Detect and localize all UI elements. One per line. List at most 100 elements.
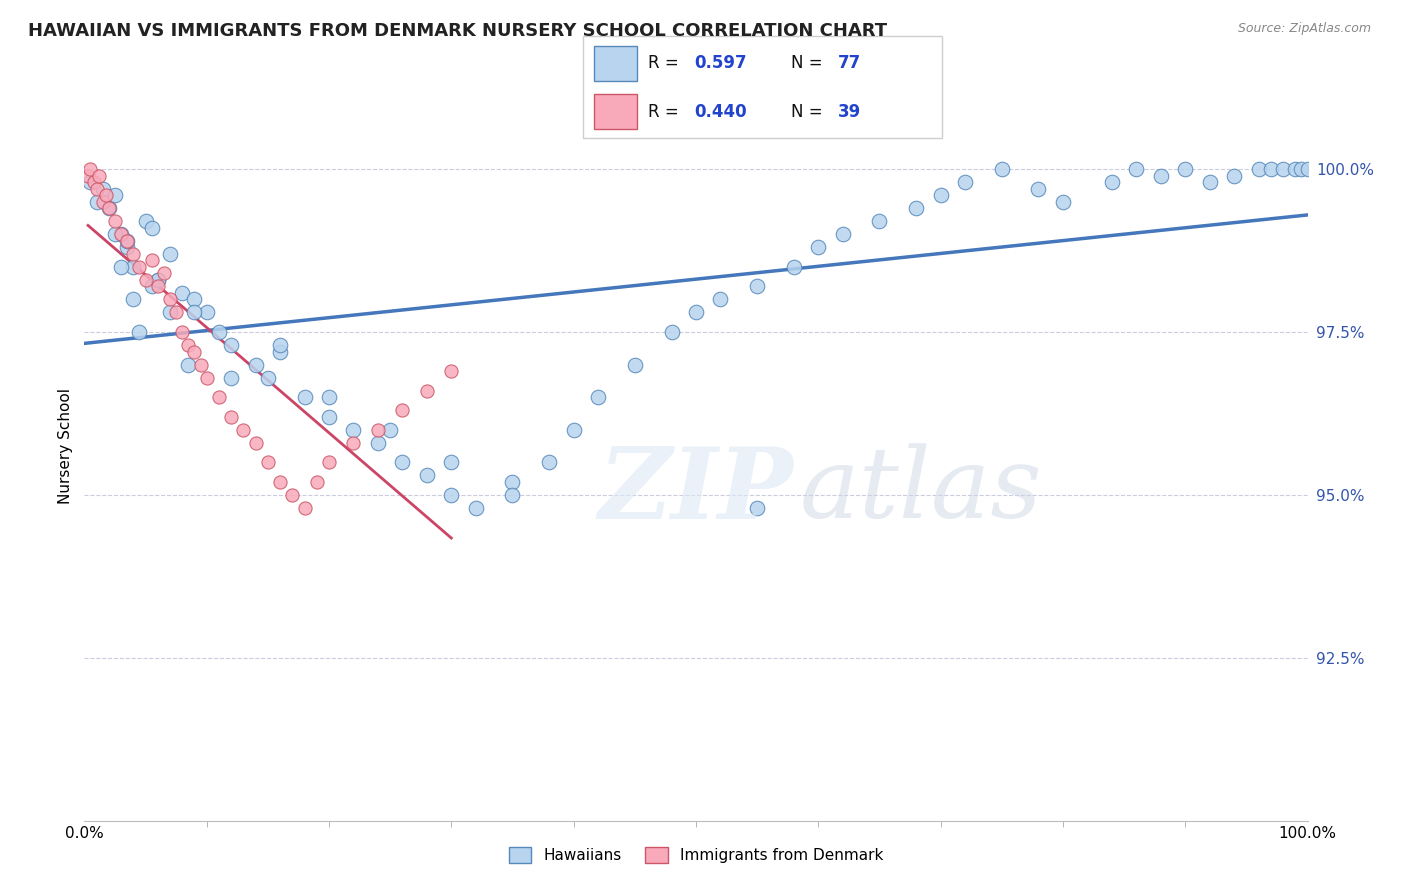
Point — [122, 260, 145, 274]
Point — [159, 305, 181, 319]
Point — [135, 214, 157, 228]
Point — [115, 234, 138, 248]
Point — [318, 455, 340, 469]
Point — [305, 475, 328, 489]
Point — [86, 181, 108, 195]
Point — [104, 214, 127, 228]
Text: R =: R = — [648, 54, 685, 72]
Text: N =: N = — [792, 103, 828, 120]
Legend: Hawaiians, Immigrants from Denmark: Hawaiians, Immigrants from Denmark — [502, 841, 890, 869]
Point — [146, 279, 169, 293]
Point — [562, 423, 585, 437]
Point — [96, 188, 118, 202]
FancyBboxPatch shape — [595, 46, 637, 81]
Point — [416, 384, 439, 398]
Point — [115, 234, 138, 248]
Point — [1260, 162, 1282, 177]
Point — [464, 500, 486, 515]
Point — [367, 423, 389, 437]
Point — [232, 423, 254, 437]
Point — [624, 358, 647, 372]
Point — [219, 370, 242, 384]
Point — [195, 305, 218, 319]
Point — [1284, 162, 1306, 177]
Point — [831, 227, 853, 242]
Point — [195, 370, 218, 384]
Text: 39: 39 — [838, 103, 862, 120]
Point — [183, 344, 205, 359]
Point — [1272, 162, 1295, 177]
Point — [122, 247, 145, 261]
Point — [318, 409, 340, 424]
Point — [747, 500, 769, 515]
Point — [245, 358, 267, 372]
Point — [110, 260, 132, 274]
Point — [502, 488, 524, 502]
Point — [83, 175, 105, 189]
Point — [219, 409, 242, 424]
Point — [257, 455, 280, 469]
Point — [294, 500, 316, 515]
Point — [1150, 169, 1173, 183]
Point — [269, 344, 291, 359]
Point — [91, 181, 114, 195]
Point — [159, 247, 181, 261]
Point — [177, 358, 200, 372]
Text: 77: 77 — [838, 54, 862, 72]
Point — [294, 390, 316, 404]
Point — [502, 475, 524, 489]
Point — [1125, 162, 1147, 177]
Point — [97, 201, 120, 215]
Point — [97, 201, 120, 215]
Point — [391, 455, 413, 469]
Point — [86, 194, 108, 209]
Point — [159, 293, 181, 307]
Point — [1247, 162, 1270, 177]
Point — [416, 468, 439, 483]
Point — [165, 305, 187, 319]
Point — [208, 390, 231, 404]
Point — [146, 273, 169, 287]
Point — [104, 227, 127, 242]
Point — [281, 488, 304, 502]
Point — [685, 305, 707, 319]
FancyBboxPatch shape — [583, 36, 942, 138]
Point — [747, 279, 769, 293]
Point — [991, 162, 1014, 177]
Point — [183, 293, 205, 307]
Point — [440, 455, 463, 469]
FancyBboxPatch shape — [595, 95, 637, 129]
Point — [1052, 194, 1074, 209]
Point — [953, 175, 976, 189]
Point — [1174, 162, 1197, 177]
Text: atlas: atlas — [800, 443, 1043, 539]
Point — [135, 273, 157, 287]
Point — [269, 338, 291, 352]
Point — [153, 266, 176, 280]
Point — [177, 338, 200, 352]
Point — [586, 390, 609, 404]
Point — [1223, 169, 1246, 183]
Point — [929, 188, 952, 202]
Point — [110, 227, 132, 242]
Point — [141, 220, 163, 235]
Point — [1101, 175, 1123, 189]
Point — [245, 435, 267, 450]
Text: 0.597: 0.597 — [695, 54, 747, 72]
Point — [318, 390, 340, 404]
Point — [1198, 175, 1220, 189]
Point — [77, 169, 100, 183]
Point — [440, 488, 463, 502]
Point — [122, 293, 145, 307]
Point — [110, 227, 132, 242]
Point — [538, 455, 561, 469]
Point — [342, 435, 364, 450]
Point — [257, 370, 280, 384]
Point — [440, 364, 463, 378]
Point — [905, 201, 928, 215]
Text: 0.440: 0.440 — [695, 103, 747, 120]
Point — [709, 293, 731, 307]
Text: R =: R = — [648, 103, 685, 120]
Y-axis label: Nursery School: Nursery School — [58, 388, 73, 504]
Point — [269, 475, 291, 489]
